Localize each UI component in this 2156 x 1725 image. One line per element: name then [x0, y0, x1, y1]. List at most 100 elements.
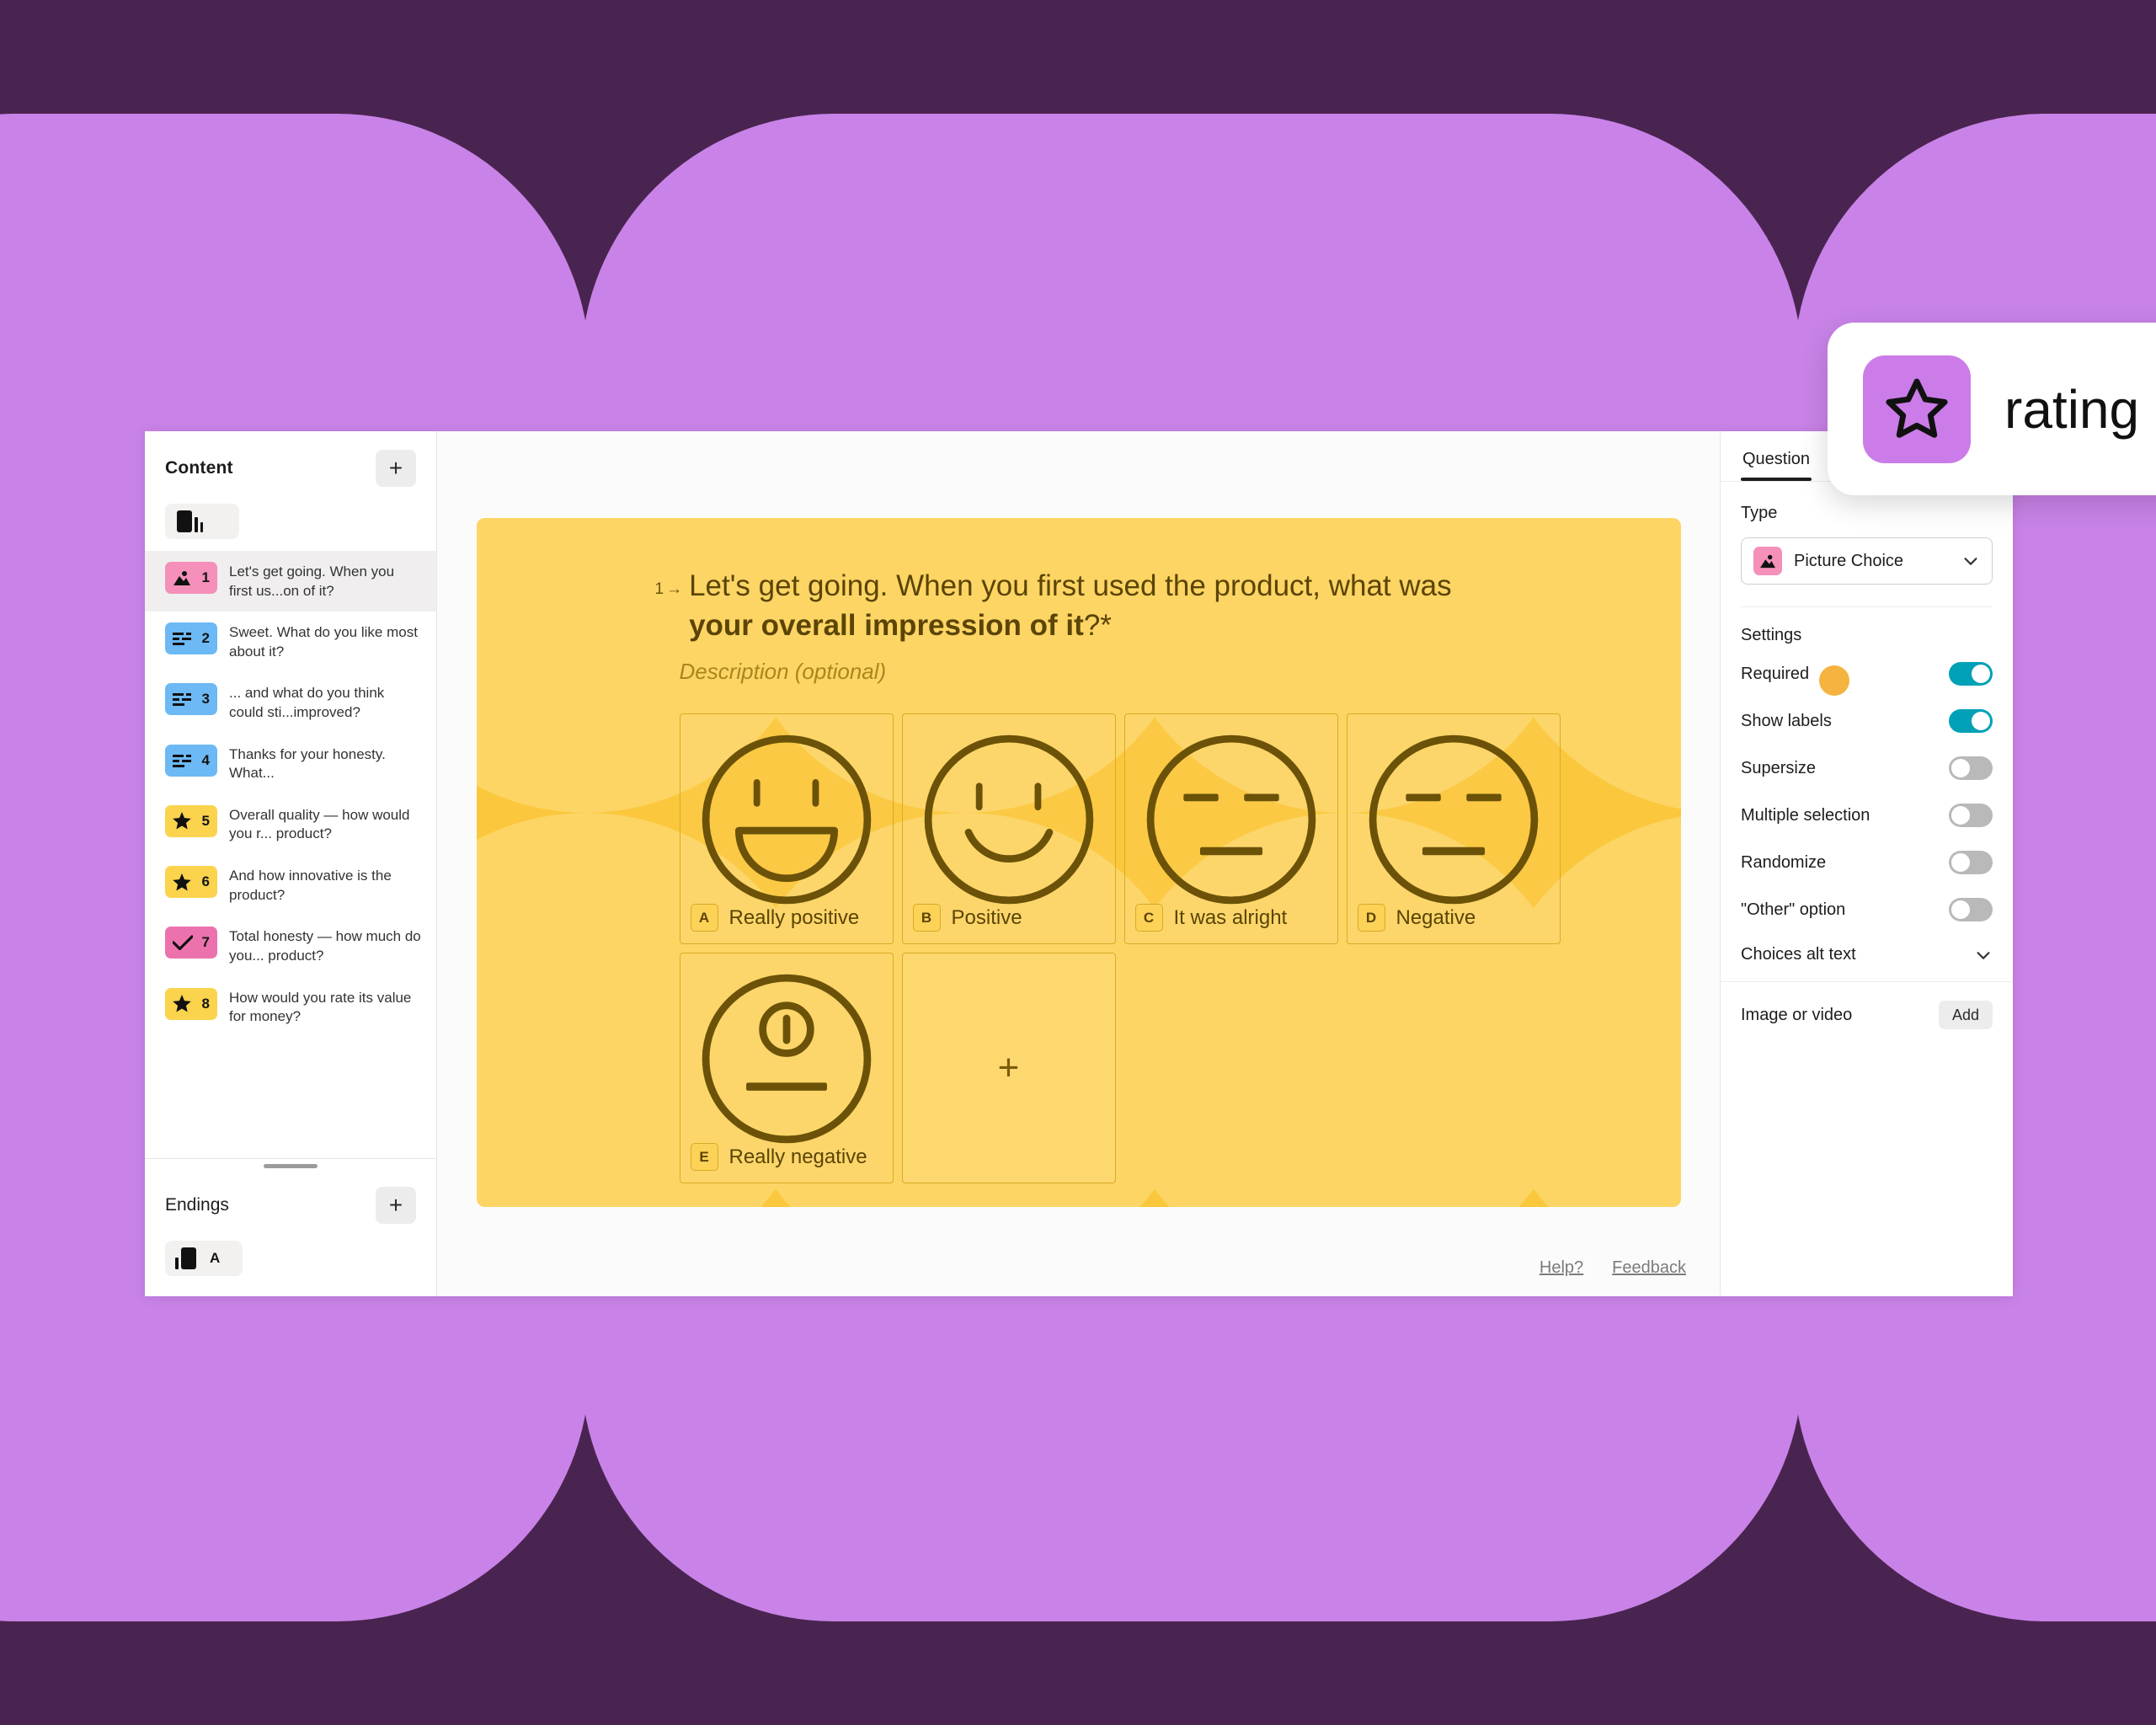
setting-row-multiple-selection[interactable]: Multiple selection	[1721, 792, 2013, 839]
toggle-supersize[interactable]	[1949, 756, 1993, 780]
question-number: 8	[201, 995, 210, 1012]
picture-icon	[173, 570, 190, 585]
choice-label-row: C It was alright	[1134, 904, 1288, 932]
canvas-content: 1 → Let's get going. When you first used…	[477, 518, 1681, 1184]
question-number: 1	[201, 569, 210, 585]
image-or-video-label: Image or video	[1741, 1005, 1853, 1024]
add-content-button[interactable]: +	[376, 450, 416, 487]
choice-label[interactable]: Really positive	[728, 905, 860, 929]
slide-card-icon	[175, 1247, 196, 1269]
question-badge-rating: 5	[165, 804, 217, 837]
ending-item-a[interactable]: A	[165, 1241, 243, 1276]
sidebar-item-3[interactable]: 3 ... and what do you think could sti...…	[145, 672, 436, 733]
question-title-bold: your overall impression of it	[689, 608, 1084, 642]
choice-label[interactable]: Negative	[1396, 905, 1476, 929]
setting-name: "Other" option	[1741, 900, 1846, 919]
choice-label[interactable]: It was alright	[1173, 905, 1288, 929]
sidebar-item-2[interactable]: 2 Sweet. What do you like most about it?	[145, 611, 436, 672]
choice-label[interactable]: Really negative	[728, 1145, 867, 1168]
question-badge-longtext: 2	[165, 622, 217, 655]
help-link[interactable]: Help?	[1539, 1258, 1584, 1277]
question-text: Thanks for your honesty. What...	[229, 745, 386, 782]
setting-row-required[interactable]: Required	[1721, 650, 2013, 697]
question-text: Let's get going. When you first us...on …	[229, 563, 395, 599]
toggle-other-option[interactable]	[1949, 898, 1993, 921]
add-choice-button[interactable]: +	[901, 953, 1116, 1184]
question-title[interactable]: Let's get going. When you first used the…	[689, 567, 1510, 645]
choice-label-row: A Really positive	[690, 904, 860, 932]
setting-name: Multiple selection	[1741, 805, 1870, 825]
cyclops-face-icon	[702, 974, 871, 1144]
question-title-part1: Let's get going. When you first used the…	[689, 569, 1452, 602]
question-type-value: Picture Choice	[1794, 551, 1904, 570]
question-index-number: 1	[654, 580, 664, 598]
canvas-area: 1 → Let's get going. When you first used…	[437, 431, 1720, 1296]
choice-card-d[interactable]: D Negative	[1346, 713, 1561, 945]
question-number: 4	[201, 751, 210, 768]
add-media-button[interactable]: Add	[1938, 1001, 1993, 1029]
star-icon	[173, 812, 191, 830]
check-icon	[173, 935, 193, 951]
question-type-select[interactable]: Picture Choice	[1741, 537, 1993, 585]
question-number: 6	[201, 873, 210, 890]
cursor-indicator	[1819, 665, 1849, 696]
question-badge-rating: 6	[165, 866, 217, 899]
choice-key: D	[1357, 904, 1385, 932]
text-lines-icon	[173, 754, 191, 767]
choices-alt-text-row[interactable]: Choices alt text	[1721, 933, 2013, 976]
settings-label: Settings	[1741, 626, 1802, 644]
smile-face-icon	[924, 734, 1093, 905]
plus-icon: +	[997, 1047, 1020, 1089]
picture-icon	[1753, 547, 1782, 575]
choice-label-row: E Really negative	[690, 1143, 867, 1172]
setting-row-show-labels[interactable]: Show labels	[1721, 697, 2013, 745]
canvas-decoration	[476, 518, 1681, 1207]
sidebar-item-8[interactable]: 8 How would you rate its value for money…	[145, 977, 436, 1038]
type-label: Type	[1741, 504, 1778, 522]
text-lines-icon	[173, 693, 191, 707]
choice-card-a[interactable]: A Really positive	[679, 713, 894, 945]
tab-question[interactable]: Question	[1741, 431, 1812, 481]
choice-card-c[interactable]: C It was alright	[1123, 713, 1338, 945]
sidebar-item-6[interactable]: 6 And how innovative is the product?	[145, 855, 436, 916]
question-number: 7	[201, 934, 210, 951]
choice-card-e[interactable]: E Really negative	[679, 953, 894, 1184]
question-index: 1 →	[655, 580, 683, 599]
text-lines-icon	[173, 633, 191, 646]
add-ending-button[interactable]: +	[376, 1187, 416, 1224]
ending-chip-row: A	[145, 1236, 436, 1296]
chevron-down-icon	[1977, 951, 1990, 959]
feedback-link[interactable]: Feedback	[1612, 1258, 1686, 1277]
setting-name: Supersize	[1741, 758, 1816, 777]
settings-panel: Question Type Picture Choice Settings	[1720, 431, 2013, 1296]
setting-row-randomize[interactable]: Randomize	[1721, 839, 2013, 886]
sidebar-item-4[interactable]: 4 Thanks for your honesty. What...	[145, 734, 436, 794]
choice-label[interactable]: Positive	[951, 905, 1022, 929]
toggle-show-labels[interactable]	[1949, 709, 1993, 733]
setting-row-supersize[interactable]: Supersize	[1721, 745, 2013, 792]
sidebar-resize-handle[interactable]	[264, 1164, 318, 1168]
setting-name: Show labels	[1741, 711, 1832, 730]
toggle-multiple-selection[interactable]	[1949, 804, 1993, 827]
sidebar-item-5[interactable]: 5 Overall quality — how would you r... p…	[145, 794, 436, 855]
choice-key: B	[912, 904, 941, 932]
choice-card-b[interactable]: B Positive	[901, 713, 1116, 945]
chevron-down-icon	[1964, 558, 1977, 565]
grin-face-icon	[702, 734, 871, 905]
sidebar-item-1[interactable]: 1 Let's get going. When you first us...o…	[145, 551, 436, 612]
sidebar-title: Content	[165, 458, 233, 478]
toggle-required[interactable]	[1949, 662, 1993, 686]
question-badge-longtext: 4	[165, 744, 217, 777]
setting-row-other-option[interactable]: "Other" option	[1721, 886, 2013, 933]
floating-rating-card[interactable]: rating	[1828, 323, 2156, 495]
sidebar-item-7[interactable]: 7 Total honesty — how much do you... pro…	[145, 916, 436, 976]
question-text: How would you rate its value for money?	[229, 989, 412, 1025]
question-text: Overall quality — how would you r... pro…	[229, 806, 410, 842]
choice-key: A	[690, 904, 718, 932]
star-icon	[173, 873, 191, 891]
star-icon	[173, 995, 191, 1012]
welcome-slide-chip[interactable]	[165, 504, 239, 539]
endings-title: Endings	[165, 1195, 229, 1215]
toggle-randomize[interactable]	[1949, 851, 1993, 874]
description-placeholder[interactable]: Description (optional)	[679, 659, 887, 685]
